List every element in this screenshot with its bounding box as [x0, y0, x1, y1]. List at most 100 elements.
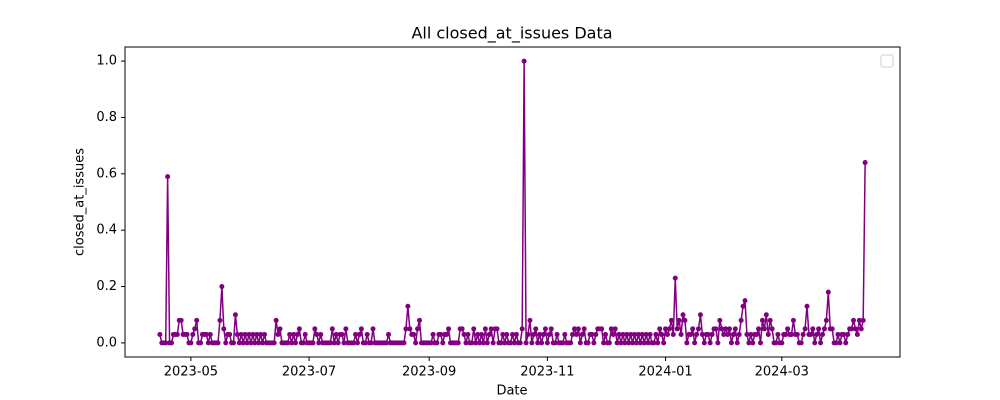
data-point	[630, 340, 636, 346]
data-point	[661, 340, 667, 346]
data-point	[732, 326, 738, 332]
data-point	[634, 340, 639, 346]
plot-frame	[124, 46, 901, 358]
data-point	[444, 331, 450, 337]
data-point	[821, 326, 827, 332]
data-point	[678, 331, 684, 337]
data-point	[570, 331, 576, 337]
data-point	[510, 331, 515, 337]
data-point	[637, 340, 643, 346]
data-point	[242, 331, 248, 337]
data-point	[500, 331, 506, 337]
data-point	[544, 340, 550, 346]
x-tick-label: 2023-07	[282, 365, 336, 380]
data-point	[238, 331, 244, 337]
data-point	[773, 340, 779, 346]
data-point	[725, 331, 731, 337]
data-point	[207, 331, 213, 337]
data-point	[608, 326, 614, 332]
data-point	[273, 317, 279, 323]
data-point	[203, 331, 209, 337]
data-point	[585, 340, 591, 346]
data-point	[694, 331, 700, 337]
data-point	[709, 331, 715, 337]
data-point	[740, 303, 746, 309]
data-point	[223, 340, 229, 346]
data-point	[192, 326, 198, 332]
data-point	[157, 331, 163, 337]
data-point	[190, 331, 196, 337]
data-point	[250, 331, 256, 337]
data-point	[843, 340, 849, 346]
data-point	[651, 340, 657, 346]
data-point	[227, 331, 233, 337]
data-point	[215, 340, 221, 346]
data-point	[434, 340, 440, 346]
y-axis-label: closed_at_issues	[73, 148, 88, 256]
data-point	[785, 326, 791, 332]
data-point	[461, 331, 467, 337]
data-point	[459, 326, 465, 332]
data-point	[188, 340, 194, 346]
data-point	[314, 331, 320, 337]
data-point	[254, 331, 260, 337]
data-point	[240, 340, 246, 346]
data-point	[628, 331, 634, 337]
data-point	[384, 340, 390, 346]
data-point	[277, 326, 283, 332]
data-point	[548, 326, 554, 332]
data-point	[533, 326, 539, 332]
data-point	[665, 331, 670, 337]
data-point	[411, 331, 417, 337]
data-point	[758, 340, 763, 346]
data-point	[761, 326, 767, 332]
data-point	[455, 340, 461, 346]
data-point	[221, 326, 227, 332]
data-point	[663, 326, 669, 332]
data-point	[256, 340, 262, 346]
data-point	[428, 340, 434, 346]
data-point	[174, 331, 180, 337]
data-point	[165, 174, 171, 180]
data-point	[856, 317, 862, 323]
data-point	[759, 317, 765, 323]
data-point	[356, 331, 362, 337]
data-point	[353, 331, 359, 337]
data-point	[746, 340, 752, 346]
data-point	[471, 326, 477, 332]
x-axis-label: Date	[496, 384, 527, 399]
data-point	[744, 331, 750, 337]
data-point	[849, 326, 855, 332]
data-point	[684, 340, 690, 346]
data-point	[699, 331, 705, 337]
data-point	[217, 317, 223, 323]
y-tick-label: 1.0	[96, 54, 117, 69]
data-point	[713, 326, 719, 332]
data-point	[355, 340, 360, 346]
data-point	[632, 331, 638, 337]
data-point	[614, 340, 620, 346]
data-point	[539, 340, 545, 346]
data-point	[692, 340, 698, 346]
data-point	[775, 331, 781, 337]
data-point	[851, 317, 856, 323]
data-point	[798, 340, 804, 346]
data-point	[800, 331, 806, 337]
data-point	[860, 317, 866, 323]
data-point	[482, 326, 488, 332]
data-point	[541, 331, 546, 337]
data-point	[370, 326, 376, 332]
data-point	[715, 340, 721, 346]
data-point	[618, 340, 624, 346]
data-point	[246, 331, 252, 337]
data-point	[560, 340, 566, 346]
data-point	[606, 340, 612, 346]
y-tick-label: 0.8	[96, 110, 117, 125]
data-point	[723, 326, 729, 332]
y-tick-label: 0.0	[96, 335, 117, 350]
data-point	[296, 326, 302, 332]
data-point	[531, 331, 537, 337]
data-point	[469, 340, 475, 346]
data-point	[736, 331, 742, 337]
data-point	[463, 340, 469, 346]
